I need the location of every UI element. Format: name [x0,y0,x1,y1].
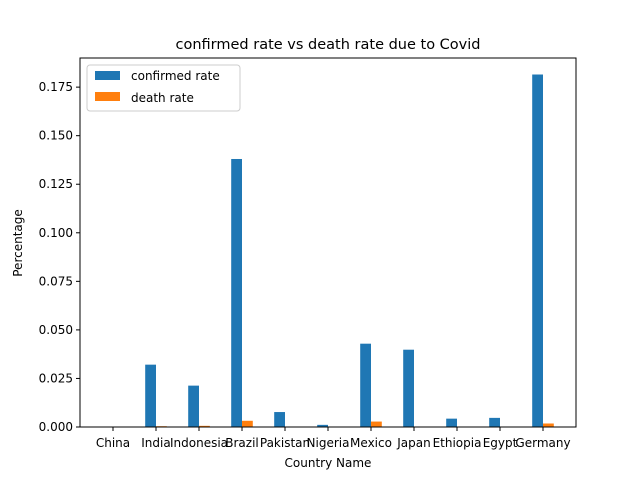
x-tick-label-mexico: Mexico [350,436,392,450]
bar-death-rate-mexico [371,421,382,427]
x-tick-label-indonesia: Indonesia [170,436,228,450]
bar-confirmed-rate-japan [403,349,414,427]
y-tick-label: 0.025 [39,371,73,385]
legend-label-death-rate: death rate [131,91,194,105]
x-axis-label: Country Name [285,456,372,470]
legend-box [86,64,241,112]
bar-confirmed-rate-brazil [231,158,242,427]
x-tick-label-india: India [141,436,170,450]
y-tick-label: 0.175 [39,80,73,94]
plot-frame [79,57,577,428]
bar-confirmed-rate-indonesia [188,385,199,427]
y-tick-label: 0.150 [39,129,73,143]
x-tick-label-germany: Germany [515,436,570,450]
y-axis: 0.000 0.025 0.050 0.075 0.100 0.125 0.150 0.175 [39,80,80,434]
bar-confirmed-rate-egypt [489,417,500,427]
x-tick-label-egypt: Egypt [483,436,518,450]
legend-label-confirmed-rate: confirmed rate [131,69,220,83]
chart-title: confirmed rate vs death rate due to Covi… [176,37,481,53]
x-tick-label-pakistan: Pakistan [260,436,310,450]
bar-confirmed-rate-mexico [360,343,371,427]
bar-confirmed-rate-nigeria [317,424,328,427]
x-tick-label-japan: Japan [396,436,430,450]
y-axis-label: Percentage [11,209,25,277]
bar-confirmed-rate-pakistan [274,412,285,427]
x-tick-label-brazil: Brazil [225,436,259,450]
x-tick-label-ethiopia: Ethiopia [433,436,482,450]
bar-confirmed-rate-ethiopia [446,418,457,427]
bars-group [102,74,554,427]
bar-death-rate-indonesia [199,425,210,427]
y-tick-label: 0.000 [39,420,73,434]
y-tick-label: 0.075 [39,274,73,288]
legend-swatch-confirmed-rate [95,71,120,80]
y-tick-label: 0.125 [39,177,73,191]
bar-death-rate-germany [543,423,554,427]
x-tick-label-nigeria: Nigeria [307,436,350,450]
y-tick-label: 0.050 [39,323,73,337]
legend: confirmed rate death rate [86,64,241,112]
y-tick-label: 0.100 [39,226,73,240]
bar-confirmed-rate-germany [532,74,543,427]
x-tick-label-china: China [96,436,130,450]
bar-death-rate-brazil [242,420,253,427]
bar-confirmed-rate-india [145,364,156,427]
legend-swatch-death-rate [95,92,120,101]
